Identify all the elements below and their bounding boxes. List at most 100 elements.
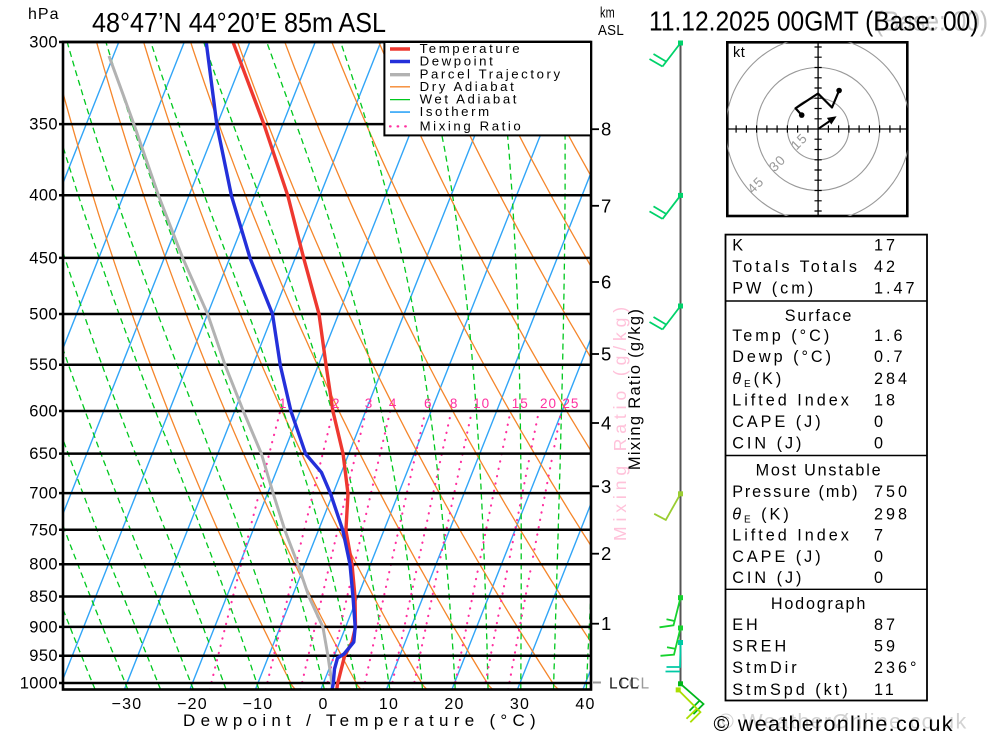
svg-text:1: 1: [601, 613, 611, 634]
svg-text:Parcel Trajectory: Parcel Trajectory: [420, 67, 563, 82]
svg-text:0: 0: [874, 569, 886, 587]
svg-text:© weatheronline.co.uk: © weatheronline.co.uk: [714, 712, 954, 733]
svg-text:Dewpoint / Temperature (°C): Dewpoint / Temperature (°C): [183, 711, 541, 730]
svg-text:650: 650: [29, 445, 58, 463]
svg-text:6: 6: [424, 396, 433, 411]
svg-text:Temperature: Temperature: [420, 41, 523, 56]
svg-text:Dry Adiabat: Dry Adiabat: [420, 79, 517, 94]
svg-text:Isotherm: Isotherm: [420, 104, 492, 119]
svg-text:Totals Totals: Totals Totals: [732, 258, 860, 276]
svg-text:−10: −10: [243, 696, 274, 713]
svg-text:Wet Adiabat: Wet Adiabat: [420, 92, 519, 107]
svg-text:ASL: ASL: [598, 23, 624, 39]
svg-text:20: 20: [444, 696, 464, 713]
svg-text:Temp (°C): Temp (°C): [732, 327, 832, 345]
svg-text:EH: EH: [732, 616, 761, 634]
svg-text:LCL: LCL: [609, 676, 639, 693]
svg-text:1.47: 1.47: [874, 280, 918, 298]
svg-text:450: 450: [29, 249, 58, 267]
svg-text:θE(K): θE(K): [732, 370, 784, 390]
svg-text:5: 5: [601, 344, 611, 365]
svg-text:300: 300: [29, 34, 58, 52]
svg-text:750: 750: [29, 521, 58, 539]
svg-text:θE (K): θE (K): [732, 505, 792, 525]
svg-text:48°47’N 44°20’E 85m ASL: 48°47’N 44°20’E 85m ASL: [92, 7, 386, 38]
svg-text:CAPE (J): CAPE (J): [732, 548, 823, 566]
svg-text:40: 40: [575, 696, 595, 713]
svg-text:3: 3: [601, 476, 611, 497]
svg-text:1.6: 1.6: [874, 327, 906, 345]
svg-text:2: 2: [332, 396, 341, 411]
svg-text:950: 950: [29, 647, 58, 665]
svg-text:Pressure (mb): Pressure (mb): [732, 483, 859, 501]
svg-text:K: K: [732, 236, 746, 254]
svg-text:kt: kt: [733, 45, 745, 61]
svg-text:11: 11: [874, 681, 897, 699]
svg-text:700: 700: [29, 485, 58, 503]
svg-text:8: 8: [450, 396, 459, 411]
svg-text:Dewpoint: Dewpoint: [420, 54, 496, 69]
svg-text:25: 25: [562, 396, 579, 411]
svg-text:8: 8: [601, 119, 611, 140]
svg-text:11.12.2025 00GMT (Base: 00): 11.12.2025 00GMT (Base: 00): [649, 6, 978, 37]
svg-text:Dewp (°C): Dewp (°C): [732, 348, 834, 366]
svg-text:550: 550: [29, 356, 58, 374]
svg-text:4: 4: [389, 396, 398, 411]
svg-text:0: 0: [318, 696, 328, 713]
svg-text:(Base: 00): (Base: 00): [875, 6, 988, 37]
svg-text:Lifted Index: Lifted Index: [732, 391, 852, 409]
svg-text:0.7: 0.7: [874, 348, 906, 366]
svg-text:−30: −30: [112, 696, 143, 713]
svg-text:Lifted Index: Lifted Index: [732, 526, 852, 544]
svg-text:298: 298: [874, 505, 910, 523]
svg-text:StmDir: StmDir: [732, 659, 799, 677]
svg-text:km: km: [600, 6, 615, 22]
svg-text:284: 284: [874, 370, 910, 388]
svg-text:2: 2: [601, 543, 611, 564]
svg-text:7: 7: [874, 526, 886, 544]
svg-text:3: 3: [365, 396, 374, 411]
svg-text:236°: 236°: [874, 659, 919, 677]
svg-text:0: 0: [874, 548, 886, 566]
svg-text:6: 6: [601, 272, 611, 293]
svg-text:−20: −20: [177, 696, 208, 713]
svg-text:PW (cm): PW (cm): [732, 280, 816, 298]
svg-text:800: 800: [29, 556, 58, 574]
svg-text:StmSpd (kt): StmSpd (kt): [732, 681, 850, 699]
svg-text:18: 18: [874, 391, 898, 409]
svg-text:Surface: Surface: [785, 307, 853, 325]
svg-text:350: 350: [29, 116, 58, 134]
svg-text:87: 87: [874, 616, 898, 634]
svg-text:Most Unstable: Most Unstable: [756, 462, 883, 480]
svg-text:20: 20: [540, 396, 557, 411]
svg-text:10: 10: [379, 696, 399, 713]
svg-text:15: 15: [512, 396, 529, 411]
svg-text:42: 42: [874, 258, 898, 276]
svg-text:4: 4: [601, 413, 611, 434]
svg-text:1: 1: [279, 396, 288, 411]
svg-text:59: 59: [874, 638, 898, 656]
svg-text:900: 900: [29, 618, 58, 636]
svg-text:17: 17: [874, 236, 898, 254]
svg-text:© WeatherØnline.co.uk: © WeatherØnline.co.uk: [718, 710, 968, 733]
svg-text:600: 600: [29, 403, 58, 421]
svg-text:7: 7: [601, 195, 611, 216]
svg-text:LCL: LCL: [620, 676, 650, 693]
svg-text:500: 500: [29, 306, 58, 324]
svg-text:400: 400: [29, 187, 58, 205]
svg-text:CIN (J): CIN (J): [732, 435, 804, 453]
svg-text:hPa: hPa: [28, 6, 59, 23]
svg-text:Mixing Ratio (g/kg): Mixing Ratio (g/kg): [626, 308, 644, 470]
svg-text:Mixing Ratio (g/kg): Mixing Ratio (g/kg): [610, 302, 630, 541]
svg-text:0: 0: [874, 413, 886, 431]
svg-text:Mixing Ratio: Mixing Ratio: [420, 118, 524, 133]
svg-text:1000: 1000: [20, 675, 58, 693]
svg-text:750: 750: [874, 483, 910, 501]
svg-text:850: 850: [29, 588, 58, 606]
svg-text:SREH: SREH: [732, 638, 789, 656]
svg-text:CAPE (J): CAPE (J): [732, 413, 823, 431]
svg-text:CIN (J): CIN (J): [732, 569, 804, 587]
svg-text:30: 30: [510, 696, 530, 713]
svg-text:0: 0: [874, 435, 886, 453]
svg-text:10: 10: [473, 396, 490, 411]
